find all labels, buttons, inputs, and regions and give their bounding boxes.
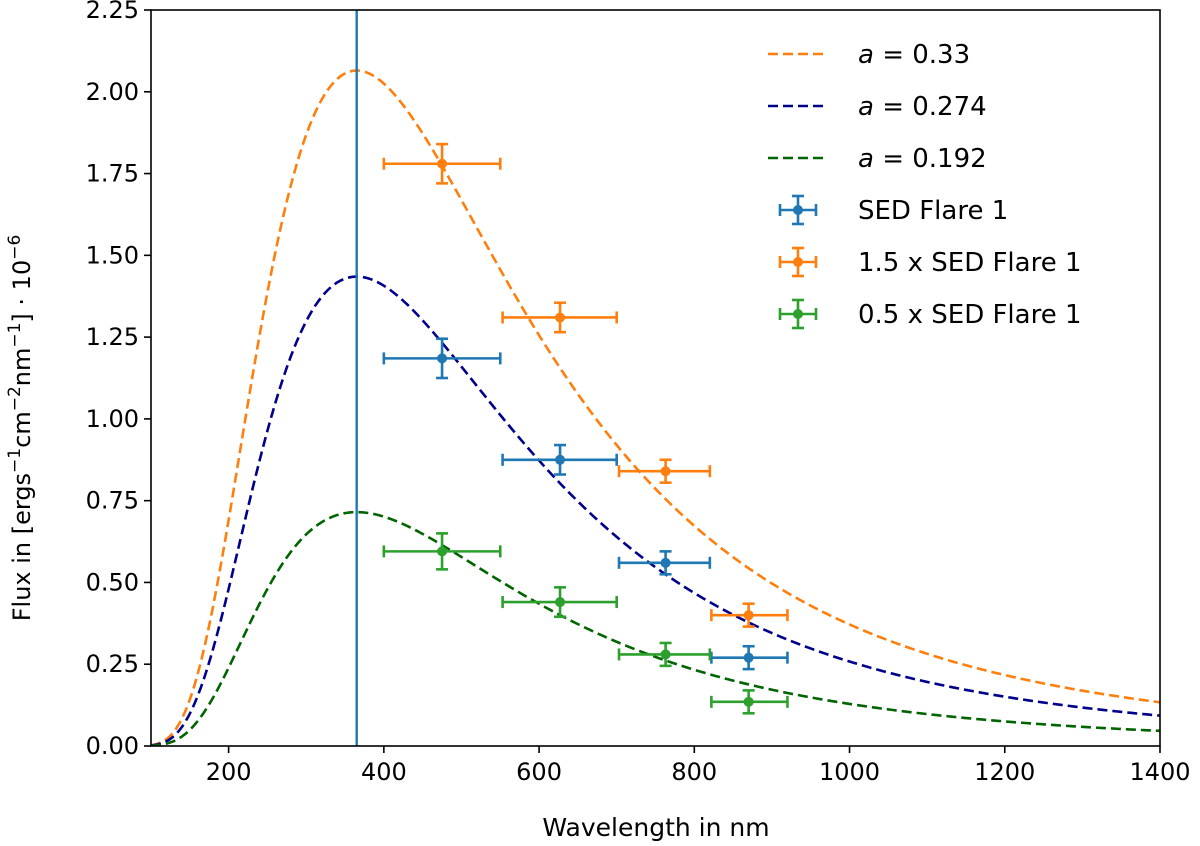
svg-text:a = 0.274: a = 0.274	[858, 92, 987, 122]
data-point-s0-p2	[617, 550, 712, 576]
svg-text:a = 0.192: a = 0.192	[858, 144, 987, 174]
x-tick-label-1200: 1200	[974, 758, 1035, 786]
x-tick-label-800: 800	[671, 758, 717, 786]
plot-frame	[150, 9, 1161, 747]
y-tick-label-2: 0.50	[86, 568, 139, 596]
y-tick-label-4: 1.00	[86, 405, 139, 433]
svg-text:1.5 x SED Flare 1: 1.5 x SED Flare 1	[858, 248, 1082, 278]
x-tick-label-1400: 1400	[1129, 758, 1190, 786]
x-tick-label-400: 400	[361, 758, 407, 786]
legend-entry-curve-1: a = 0.274	[768, 92, 987, 122]
legend-entry-series-0: SED Flare 1	[778, 194, 1008, 226]
y-tick-label-0: 0.00	[86, 732, 139, 760]
y-tick-label-5: 1.25	[86, 323, 139, 351]
x-axis-label: Wavelength in nm	[542, 813, 769, 842]
y-tick-label-3: 0.75	[86, 487, 139, 515]
data-point-s1-p0	[382, 142, 502, 185]
data-point-s0-p0	[382, 337, 502, 380]
data-point-s1-p2	[617, 458, 712, 484]
y-tick-label-9: 2.25	[86, 0, 139, 24]
x-tick-label-600: 600	[516, 758, 562, 786]
x-tick-label-200: 200	[206, 758, 252, 786]
y-tick-label-8: 2.00	[86, 78, 139, 106]
model-curve-0	[151, 69, 1160, 746]
data-point-s0-p1	[501, 443, 618, 476]
model-curve-2	[151, 510, 1160, 746]
svg-text:0.5 x SED Flare 1: 0.5 x SED Flare 1	[858, 300, 1082, 330]
data-point-s2-p2	[617, 641, 712, 668]
y-axis-label: Flux in [ergs−1cm−2nm−1] · 10−6	[5, 235, 36, 622]
data-point-s1-p1	[501, 301, 618, 334]
y-tick-label-7: 1.75	[86, 160, 139, 188]
legend-entry-series-2: 0.5 x SED Flare 1	[778, 298, 1082, 330]
data-point-s0-p3	[710, 644, 789, 671]
data-point-s2-p3	[710, 689, 789, 715]
x-tick-label-1000: 1000	[819, 758, 880, 786]
data-point-s2-p1	[501, 586, 618, 619]
legend-entry-curve-2: a = 0.192	[768, 144, 987, 174]
legend-entry-curve-0: a = 0.33	[768, 40, 970, 70]
legend-entry-series-1: 1.5 x SED Flare 1	[778, 246, 1082, 278]
svg-text:SED Flare 1: SED Flare 1	[858, 196, 1008, 226]
svg-text:a = 0.33: a = 0.33	[858, 40, 970, 70]
y-tick-label-6: 1.50	[86, 241, 139, 269]
data-point-s1-p3	[710, 602, 789, 628]
y-tick-label-1: 0.25	[86, 650, 139, 678]
data-point-s2-p0	[382, 532, 502, 571]
model-curve-1	[151, 275, 1160, 746]
